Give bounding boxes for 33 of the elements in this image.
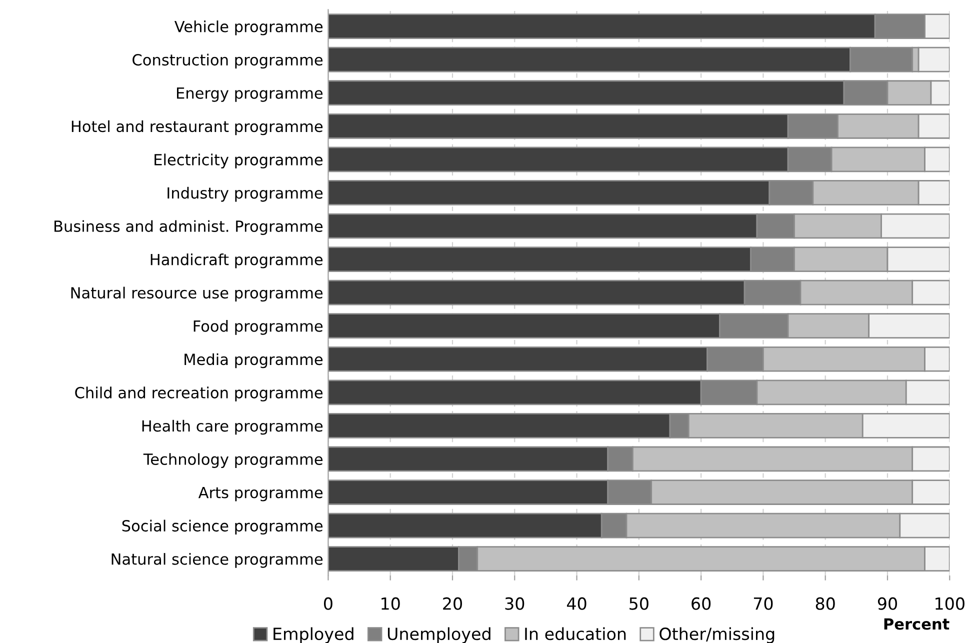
x-tick-label: 20 xyxy=(443,597,462,610)
y-tick-label: Health care programme xyxy=(142,420,323,435)
x-tick-label: 50 xyxy=(630,597,648,610)
y-tick-label: Construction programme xyxy=(132,54,323,69)
y-tick-label: Arts programme xyxy=(198,486,323,502)
y-tick-label: Business and administ. Programme xyxy=(54,220,323,235)
x-tick-label: 30 xyxy=(505,597,524,610)
y-tick-label: Social science programme xyxy=(122,520,323,535)
x-tick-label: 40 xyxy=(566,597,586,610)
x-tick-label: 100 xyxy=(936,597,964,610)
x-axis-title: Percent xyxy=(884,618,950,630)
y-tick-label: Energy programme xyxy=(177,88,323,102)
x-tick-label: 10 xyxy=(382,597,400,610)
legend-label: Other/missing xyxy=(660,627,774,643)
y-tick-label: Natural resource use programme xyxy=(71,286,323,302)
x-tick-label: 70 xyxy=(754,597,773,610)
y-tick-label: Industry programme xyxy=(168,186,323,202)
y-tick-label: Hotel and restaurant programme xyxy=(72,120,323,136)
y-tick-label: Child and recreation programme xyxy=(75,386,323,402)
x-tick-label: 80 xyxy=(816,597,835,610)
y-tick-label: Food programme xyxy=(194,320,323,335)
y-tick-label: Handicraft programme xyxy=(150,253,323,268)
y-tick-label: Natural science programme xyxy=(112,553,323,568)
x-tick-label: 90 xyxy=(878,597,897,610)
y-tick-label: Electricity programme xyxy=(154,154,323,168)
y-tick-label: Technology programme xyxy=(143,453,323,468)
legend-label: Employed xyxy=(274,627,354,643)
x-tick-label: 60 xyxy=(692,597,711,610)
y-tick-label: Vehicle programme xyxy=(174,20,323,36)
y-tick-label: Media programme xyxy=(184,353,323,368)
x-tick-label: 0 xyxy=(324,597,332,610)
legend-label: In education xyxy=(525,627,626,640)
legend-label: Unemployed xyxy=(388,627,490,643)
